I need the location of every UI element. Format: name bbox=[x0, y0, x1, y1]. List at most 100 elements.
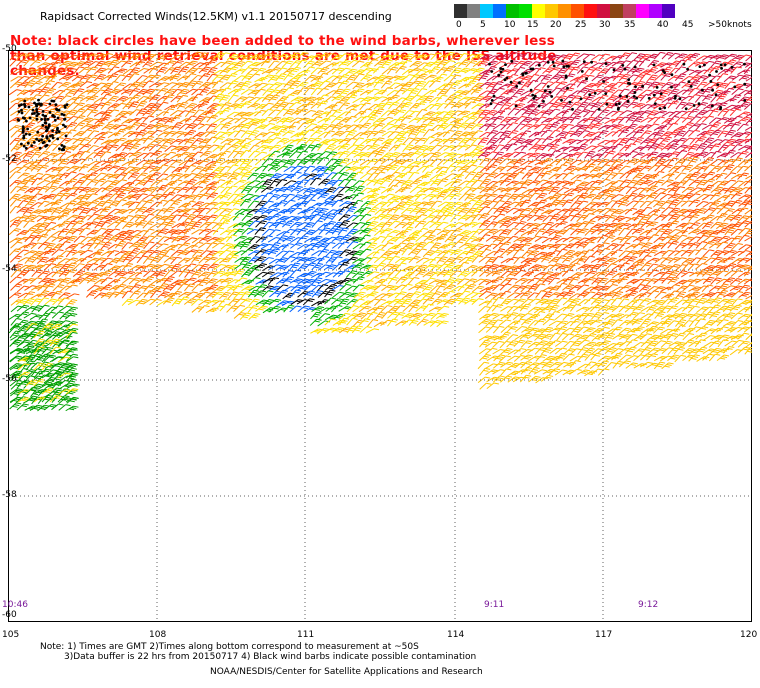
wind-barb bbox=[16, 75, 30, 83]
wind-barb-feather bbox=[685, 56, 692, 59]
wind-barb-feather bbox=[324, 67, 330, 70]
wind-barb-feather bbox=[373, 53, 379, 56]
wind-barb-feather bbox=[616, 100, 622, 103]
wind-barb-shaft bbox=[611, 116, 619, 124]
wind-barb-shaft bbox=[275, 61, 283, 68]
wind-barb-feather bbox=[708, 115, 715, 118]
wind-barb-feather bbox=[439, 92, 445, 95]
wind-barb bbox=[170, 66, 182, 75]
wind-barb-feather bbox=[613, 61, 619, 64]
wind-barb-shaft bbox=[638, 59, 646, 67]
wind-barb bbox=[486, 88, 499, 96]
wind-barb-shaft bbox=[415, 101, 422, 109]
wind-barb-shaft bbox=[197, 123, 207, 130]
wind-barb bbox=[568, 66, 580, 75]
wind-barb-shaft bbox=[534, 67, 542, 75]
wind-barb-feather bbox=[547, 129, 553, 132]
wind-barb-feather bbox=[433, 63, 439, 66]
wind-barb-feather bbox=[247, 67, 254, 70]
wind-barb-feather bbox=[580, 90, 586, 93]
wind-barb-feather bbox=[131, 71, 137, 74]
wind-barb-feather bbox=[282, 108, 289, 111]
wind-barb-feather bbox=[98, 75, 105, 78]
wind-barb bbox=[645, 53, 659, 60]
wind-barb-feather bbox=[500, 123, 506, 126]
wind-barb-feather bbox=[237, 114, 243, 117]
wind-barb bbox=[576, 74, 589, 81]
wind-barb-feather bbox=[176, 114, 182, 117]
wind-barb-feather bbox=[589, 88, 595, 91]
colorbar-swatch bbox=[506, 4, 519, 18]
wind-barb bbox=[702, 94, 714, 102]
wind-barb-feather bbox=[183, 101, 189, 104]
wind-barb-shaft bbox=[465, 60, 473, 68]
wind-barb-feather bbox=[209, 109, 215, 112]
wind-barb-shaft bbox=[30, 81, 38, 88]
wind-barb-shaft bbox=[170, 89, 178, 97]
wind-barb bbox=[681, 102, 694, 110]
wind-barb-feather bbox=[125, 62, 132, 65]
wind-barb bbox=[576, 66, 589, 74]
wind-barb-feather bbox=[215, 56, 221, 59]
wind-barb-feather bbox=[434, 104, 440, 107]
wind-barb-shaft bbox=[297, 122, 305, 130]
wind-barb-feather bbox=[234, 111, 240, 114]
wind-barb-shaft bbox=[94, 53, 103, 61]
wind-barb-feather bbox=[335, 92, 341, 95]
wind-barb-feather bbox=[716, 117, 722, 120]
wind-barb-feather bbox=[547, 88, 553, 91]
wind-barb bbox=[457, 52, 470, 61]
wind-barb bbox=[450, 80, 463, 88]
wind-barb-feather bbox=[381, 59, 387, 62]
wind-barb-feather bbox=[155, 74, 161, 77]
wind-barb-feather bbox=[583, 101, 589, 104]
wind-barb-feather bbox=[568, 96, 574, 99]
wind-barb bbox=[715, 54, 729, 61]
wind-barb-feather bbox=[287, 110, 293, 113]
wind-barb-feather bbox=[652, 104, 658, 107]
wind-barb bbox=[283, 73, 295, 81]
wind-barb-feather bbox=[671, 63, 678, 66]
wind-barb-feather bbox=[729, 61, 735, 64]
wind-barb-feather bbox=[562, 67, 568, 70]
wind-barb bbox=[395, 54, 407, 62]
wind-barb-feather bbox=[377, 63, 383, 66]
wind-barb-feather bbox=[106, 101, 112, 104]
wind-barb-feather bbox=[684, 84, 690, 87]
wind-barb bbox=[680, 58, 693, 67]
wind-barb-feather bbox=[386, 80, 393, 83]
wind-barb-shaft bbox=[65, 68, 73, 76]
wind-barb-feather bbox=[70, 63, 77, 66]
wind-barb bbox=[254, 67, 267, 75]
wind-barb-feather bbox=[413, 76, 419, 79]
wind-barb-feather bbox=[479, 109, 485, 112]
wind-barb-feather bbox=[343, 74, 350, 77]
wind-barb-feather bbox=[203, 88, 209, 91]
wind-barb-feather bbox=[728, 77, 734, 80]
wind-barb-feather bbox=[134, 67, 140, 70]
colorbar-swatch bbox=[636, 4, 649, 18]
wind-barb-shaft bbox=[66, 97, 75, 103]
wind-barb-feather bbox=[666, 53, 672, 56]
wind-barb-feather bbox=[588, 96, 594, 99]
wind-barb-feather bbox=[343, 80, 350, 83]
wind-barb-feather bbox=[638, 104, 644, 107]
wind-barb-feather bbox=[218, 52, 225, 55]
wind-barb bbox=[93, 67, 106, 75]
wind-barb-feather bbox=[241, 117, 248, 120]
wind-barb-feather bbox=[14, 83, 21, 86]
wind-barb-feather bbox=[651, 68, 657, 71]
wind-barb-feather bbox=[660, 82, 666, 85]
wind-barb bbox=[183, 129, 197, 137]
wind-barb-shaft bbox=[660, 62, 669, 68]
wind-barb-feather bbox=[502, 57, 508, 60]
wind-barb-feather bbox=[428, 95, 434, 98]
wind-barb bbox=[16, 81, 30, 88]
wind-barb bbox=[619, 60, 631, 68]
wind-barb-shaft bbox=[388, 54, 396, 61]
wind-barb-feather bbox=[283, 53, 289, 56]
wind-barb-feather bbox=[288, 102, 295, 105]
wind-barb-shaft bbox=[422, 117, 431, 123]
wind-barb-feather bbox=[269, 131, 276, 134]
wind-barb-shaft bbox=[121, 111, 130, 118]
